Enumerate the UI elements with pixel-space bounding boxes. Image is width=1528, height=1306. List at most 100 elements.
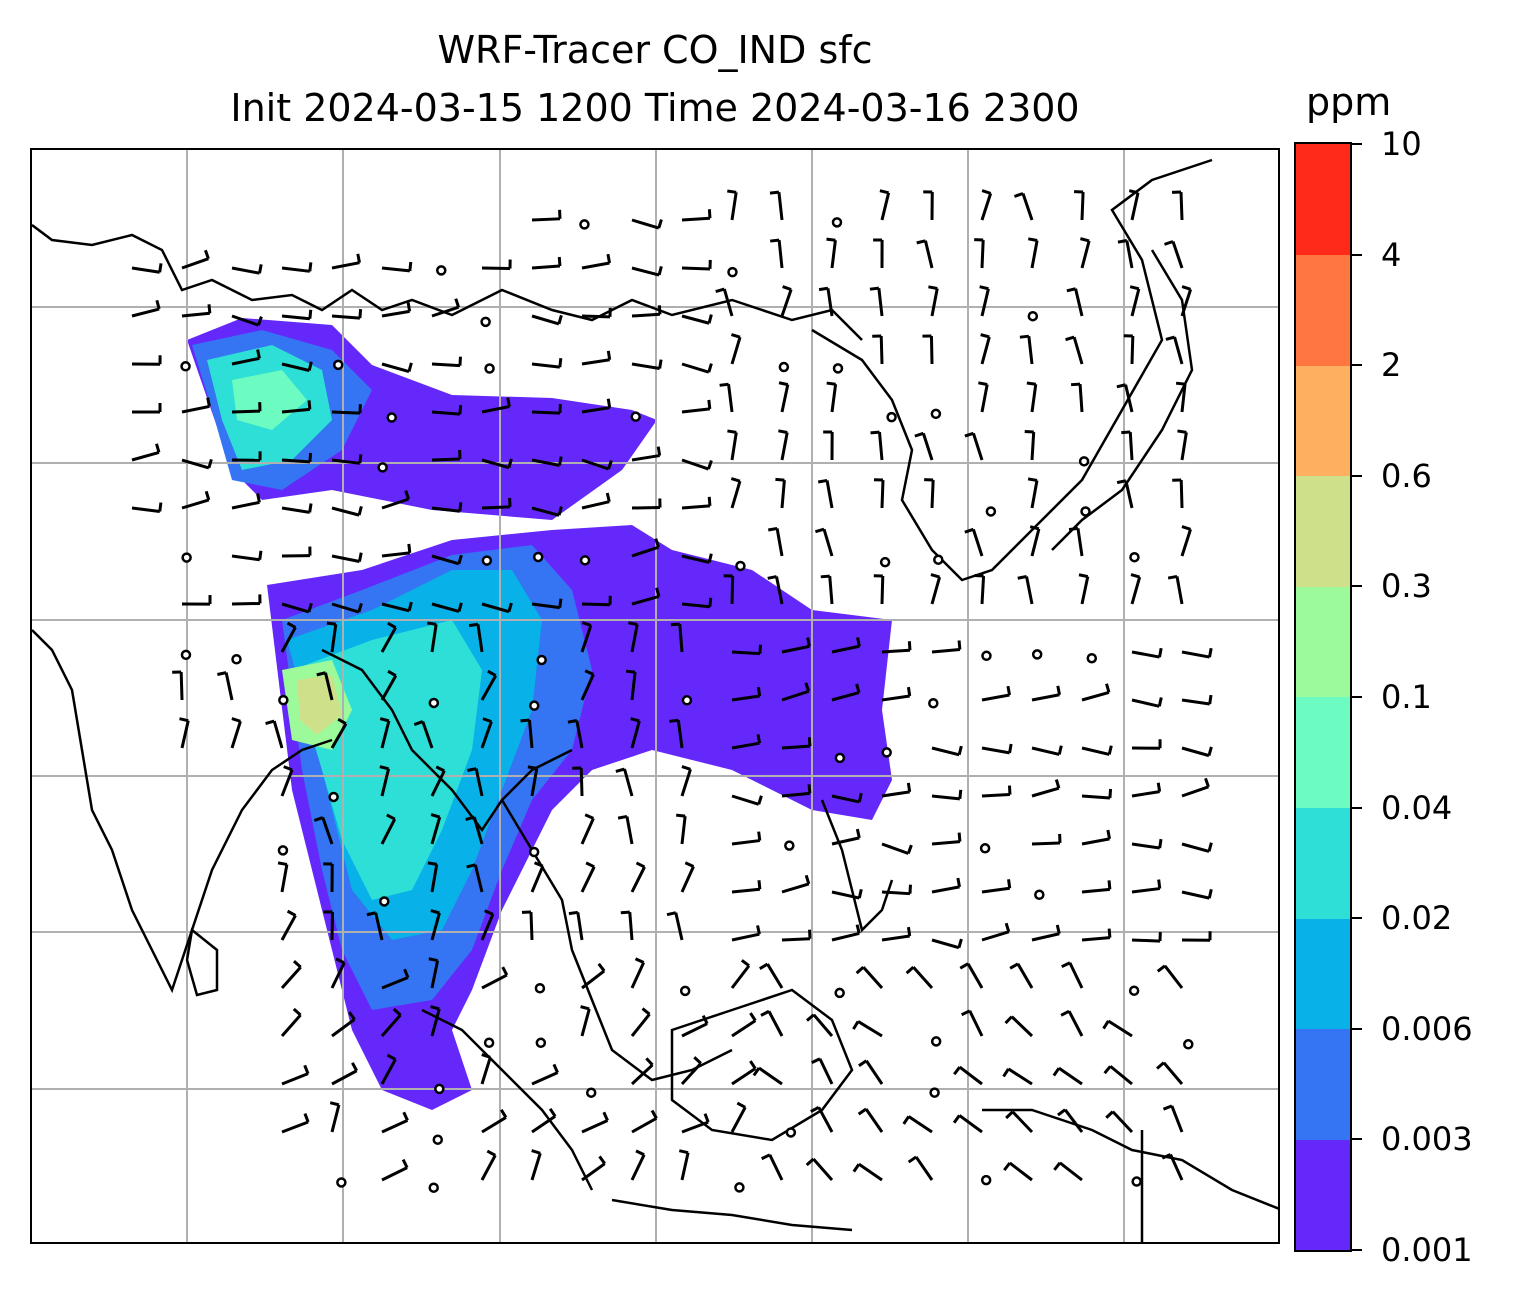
- wind-barb-shaft: [581, 602, 611, 607]
- wind-barb-flag: [1003, 1162, 1011, 1172]
- wind-barb-flag: [707, 399, 712, 410]
- wind-barb-flag: [308, 262, 313, 272]
- coast-west-asia: [32, 224, 863, 341]
- wind-barb-flag: [258, 264, 263, 274]
- wind-barb-shaft: [681, 554, 710, 564]
- wind-barb-shaft: [581, 500, 610, 510]
- wind-barb-flag: [855, 683, 861, 693]
- wind-barb-flag: [1165, 335, 1175, 341]
- colorbar-tick: [1352, 1249, 1362, 1251]
- calm-circle: [834, 987, 845, 999]
- wind-barb-flag: [678, 1149, 689, 1155]
- wind-barb-flag: [1068, 526, 1079, 532]
- wind-barb-shaft: [1067, 1010, 1084, 1037]
- wind-barb-flag: [806, 637, 811, 647]
- wind-barb-shaft: [630, 1013, 651, 1037]
- wind-barb-shaft: [529, 911, 534, 941]
- colorbar-tick-label: 0.3: [1381, 567, 1432, 606]
- wind-barb-shaft: [680, 865, 695, 893]
- colorbar-tick-label: 0.6: [1381, 456, 1432, 495]
- wind-barb-flag: [1158, 838, 1163, 849]
- wind-barb-flag: [1161, 1153, 1172, 1160]
- colorbar-unit-label: ppm: [1306, 80, 1392, 124]
- wind-barb-flag: [749, 1060, 757, 1070]
- wind-barb-flag: [1026, 381, 1036, 386]
- wind-barb-shaft: [1059, 1161, 1083, 1182]
- wind-barb-shaft: [431, 602, 460, 613]
- calm-circle: [1031, 649, 1043, 660]
- wind-barb-flag: [818, 286, 829, 292]
- wind-barb-shaft: [281, 1072, 309, 1086]
- calm-circle: [336, 1177, 347, 1188]
- calm-circle: [981, 650, 992, 662]
- gridlines: [32, 150, 1278, 1242]
- colorbar-segment: [1296, 254, 1350, 366]
- wind-barb-flag: [727, 429, 737, 434]
- wind-barb-shaft: [581, 1162, 606, 1182]
- wind-barb-flag: [606, 398, 612, 408]
- wind-barb-shaft: [780, 289, 793, 317]
- wind-barb-shaft: [857, 1020, 883, 1038]
- wind-barb-flag: [817, 478, 828, 484]
- wind-barb-flag: [507, 602, 513, 613]
- wind-barb-shaft: [430, 960, 440, 989]
- wind-barb-flag: [256, 349, 261, 359]
- wind-barb-shaft: [818, 1058, 834, 1085]
- wind-barb-shaft: [631, 218, 660, 230]
- wind-barb-flag: [952, 1114, 961, 1124]
- calm-circle: [832, 363, 844, 374]
- wind-barb-shaft: [1128, 431, 1134, 461]
- wind-barb-shaft: [680, 768, 692, 797]
- wind-barb-flag: [856, 637, 861, 647]
- wind-barb-flag: [858, 1059, 868, 1068]
- wind-barb-shaft: [931, 794, 961, 801]
- colorbar-tick: [1352, 474, 1362, 477]
- wind-barb-shaft: [531, 1115, 557, 1134]
- wind-barb-flag: [758, 644, 762, 654]
- wind-barb-flag: [666, 911, 677, 917]
- colorbar-tick-label: 2: [1381, 346, 1402, 385]
- colorbar-tick-label: 0.02: [1381, 899, 1453, 938]
- wind-barb-shaft: [830, 240, 837, 269]
- wind-barb-flag: [286, 909, 297, 917]
- calm-circle: [386, 412, 397, 423]
- wind-barb-flag: [404, 490, 410, 500]
- wind-barb-shaft: [575, 720, 584, 749]
- wind-barb-flag: [964, 431, 974, 438]
- wind-barb-flag: [1116, 479, 1127, 485]
- wind-barb-flag: [928, 285, 938, 290]
- wind-barb-flag: [358, 308, 363, 319]
- wind-barb-flag: [204, 490, 211, 501]
- wind-barb-flag: [335, 957, 345, 965]
- wind-barb-flag: [484, 909, 494, 916]
- wind-barb-flag: [957, 640, 962, 650]
- wind-barb-shaft: [1169, 1153, 1184, 1181]
- wind-barb-shaft: [527, 719, 534, 749]
- wind-barb-flag: [959, 962, 969, 970]
- wind-barb-shaft: [530, 865, 545, 893]
- colorbar-tick-label: 4: [1381, 235, 1402, 274]
- wind-barb-shaft: [1131, 650, 1160, 659]
- wind-barb-shaft: [674, 912, 684, 941]
- wind-barb-shaft: [862, 966, 884, 989]
- wind-barb-shaft: [912, 966, 934, 989]
- wind-barb-shaft: [324, 672, 334, 701]
- wind-barb-shaft: [881, 790, 910, 798]
- wind-barb-flag: [857, 1107, 867, 1116]
- coast-china: [811, 158, 1213, 582]
- wind-barb-shaft: [881, 890, 911, 896]
- wind-barb-shaft: [623, 768, 634, 797]
- wind-barb-flag: [908, 884, 912, 894]
- wind-barb-shaft: [731, 650, 761, 656]
- wind-barb-shaft: [930, 288, 939, 317]
- wind-barb-flag: [684, 861, 695, 868]
- wind-barb-shaft: [980, 384, 989, 413]
- wind-barb-flag: [676, 813, 686, 818]
- wind-barb-shaft: [180, 720, 190, 749]
- wind-barb-shaft: [330, 722, 348, 749]
- wind-barb-flag: [387, 621, 397, 629]
- calm-circle: [436, 265, 447, 276]
- wind-barb-shaft: [680, 1062, 703, 1086]
- wind-barb-flag: [1106, 829, 1112, 840]
- wind-barb-flag: [481, 1053, 491, 1059]
